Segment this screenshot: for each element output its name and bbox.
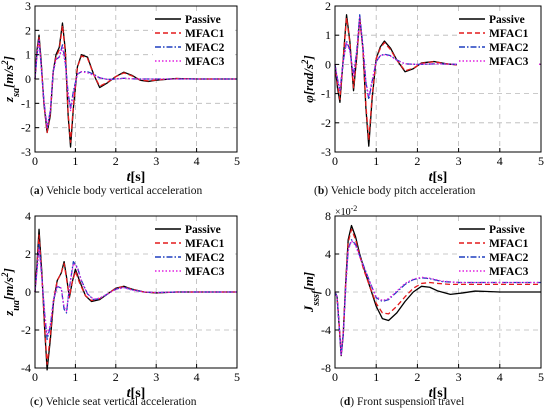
x-tick-label: 4: [194, 154, 200, 168]
y-tick-label: -4: [321, 323, 331, 337]
legend-label: MFAC1: [185, 238, 225, 250]
y-tick-label: 1: [325, 28, 331, 42]
x-axis-label: t[s]: [127, 386, 146, 401]
y-tick-label: -2: [21, 121, 31, 135]
x-axis-label: t[s]: [429, 170, 448, 185]
x-tick-label: 3: [153, 154, 159, 168]
x-tick-label: 5: [538, 154, 544, 168]
y-tick-label: 2: [25, 247, 31, 261]
y-axis-label: φ[rad/s2]: [300, 55, 316, 103]
y-tick-label: -1: [321, 87, 331, 101]
legend-label: MFAC1: [489, 28, 529, 40]
legend-box: [457, 221, 539, 279]
x-tick-label: 2: [414, 154, 420, 168]
y-tick-label: 3: [25, 0, 31, 13]
legend-box: [457, 11, 539, 69]
x-tick-label: 5: [538, 370, 544, 384]
x-tick-label: 2: [414, 370, 420, 384]
series-line-mfac3: [34, 39, 237, 129]
series-line-mfac3: [334, 240, 541, 356]
x-tick-label: 1: [72, 154, 78, 168]
y-tick-label: -2: [21, 323, 31, 337]
legend-label: MFAC2: [489, 42, 529, 54]
legend: Passive MFAC1 MFAC2 MFAC3: [457, 221, 539, 279]
legend-label: Passive: [185, 224, 221, 236]
legend-label: MFAC2: [185, 252, 225, 264]
y-tick-label: 8: [325, 209, 331, 223]
x-tick-label: 1: [373, 370, 379, 384]
y-axis-label: zsa[m/s2]: [0, 56, 22, 103]
legend-label: MFAC2: [185, 42, 225, 54]
series-line-mfac2: [34, 39, 237, 129]
caption-c: (c) Vehicle seat vertical acceleration: [30, 396, 197, 408]
y-tick-label: 1: [25, 48, 31, 62]
axes-frame: [334, 5, 542, 153]
y-tick-label: 4: [325, 247, 331, 261]
y-tick-label: -4: [21, 361, 31, 375]
x-tick-label: 2: [113, 370, 119, 384]
y-tick-label: -1: [21, 96, 31, 110]
x-tick-label: 5: [234, 154, 240, 168]
chart-panel-d: 0 1 2 3 4 5 -8 -4 0 4 8 t[s] Jsssf[m] ×10-2 Passive MFA…: [301, 204, 544, 402]
legend-label: MFAC3: [185, 266, 225, 278]
x-axis-label: t[s]: [429, 386, 448, 401]
caption-d: (d) Front suspension travel: [340, 396, 465, 408]
x-tick-label: 0: [32, 154, 38, 168]
series-line-mfac1: [34, 24, 237, 143]
y-axis-label: zua[m/s2]: [0, 268, 22, 317]
y-tick-label: 0: [325, 285, 331, 299]
x-tick-label: 4: [194, 370, 200, 384]
x-tick-label: 0: [32, 370, 38, 384]
x-tick-label: 3: [456, 370, 462, 384]
y-multiplier: ×10-2: [335, 204, 357, 219]
x-tick-label: 5: [234, 370, 240, 384]
x-tick-label: 1: [72, 370, 78, 384]
x-tick-label: 4: [497, 370, 503, 384]
legend: Passive MFAC1 MFAC2 MFAC3: [153, 221, 235, 279]
y-tick-label: 0: [325, 57, 331, 71]
series-line-mfac3: [334, 17, 541, 98]
y-tick-label: 2: [25, 23, 31, 37]
caption-a: (a) Vehicle body vertical acceleration: [30, 185, 203, 197]
y-tick-label: -3: [21, 145, 31, 159]
y-tick-label: 4: [25, 209, 31, 223]
chart-panel-a: 0 1 2 3 4 5 -3 -2 -1 0 1 2 3 t[s] zsa[m/s2] Passive MFAC…: [0, 0, 240, 185]
y-tick-label: -2: [321, 116, 331, 130]
x-axis-label: t[s]: [127, 170, 146, 185]
x-tick-label: 0: [332, 154, 338, 168]
series-line-mfac3: [34, 247, 237, 337]
legend-label: Passive: [185, 14, 221, 26]
chart-panel-c: 0 1 2 3 4 5 -4 -2 0 2 4 t[s] zua[m/s2] Passive MFAC1 MF…: [0, 209, 240, 401]
legend-label: MFAC3: [489, 56, 529, 68]
legend-label: Passive: [489, 14, 525, 26]
legend: Passive MFAC1 MFAC2 MFAC3: [457, 11, 539, 69]
x-tick-label: 2: [113, 154, 119, 168]
legend-label: MFAC2: [489, 252, 529, 264]
legend: Passive MFAC1 MFAC2 MFAC3: [153, 11, 235, 69]
y-tick-label: 0: [25, 72, 31, 86]
caption-b: (b) Vehicle body pitch acceleration: [314, 185, 476, 197]
legend-label: MFAC3: [185, 56, 225, 68]
x-tick-label: 1: [373, 154, 379, 168]
legend-label: MFAC3: [489, 266, 529, 278]
x-tick-label: 3: [456, 154, 462, 168]
y-tick-label: 2: [325, 0, 331, 13]
y-tick-label: 0: [25, 285, 31, 299]
legend-label: MFAC1: [185, 28, 225, 40]
y-tick-label: -3: [321, 145, 331, 159]
legend-label: Passive: [489, 224, 525, 236]
x-tick-label: 3: [153, 370, 159, 384]
chart-panel-b: 0 1 2 3 4 5 -3 -2 -1 0 1 2 t[s] φ[rad/s2] Passive MFAC1…: [300, 0, 544, 185]
legend-box: [153, 11, 235, 69]
x-tick-label: 4: [497, 154, 503, 168]
y-axis-label: Jsssf[m]: [301, 272, 322, 313]
legend-label: MFAC1: [489, 238, 529, 250]
y-tick-label: -8: [321, 361, 331, 375]
x-tick-label: 0: [332, 370, 338, 384]
legend-box: [153, 221, 235, 279]
